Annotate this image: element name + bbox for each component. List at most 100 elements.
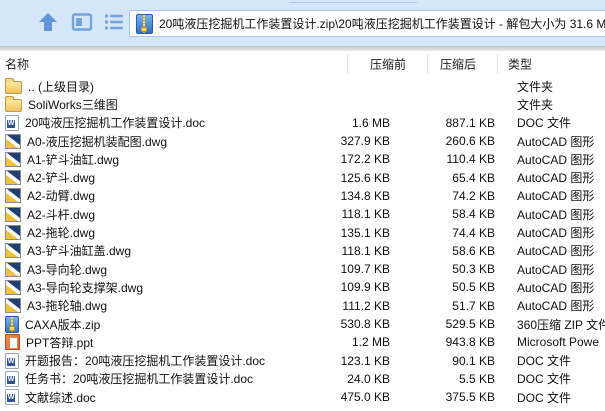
autocad-dwg-icon (5, 261, 21, 277)
toolbar: 20吨液压挖掘机工作装置设计.zip\20吨液压挖掘机工作装置设计 - 解包大小… (0, 0, 605, 46)
column-separator[interactable] (497, 54, 498, 74)
size-after-compression: 58.4 KB (452, 207, 495, 222)
list-view-button[interactable] (102, 12, 126, 36)
file-type-text: DOC 文件 (517, 354, 572, 369)
size-before-compression: 109.7 KB (340, 262, 390, 277)
file-row[interactable]: CAXA版本.zip 530.8 KB 529.5 KB 360压缩 ZIP 文… (0, 315, 605, 333)
zip-archive-icon (5, 315, 19, 333)
size-after-compression: 65.4 KB (452, 170, 495, 185)
file-row[interactable]: 任务书：20吨液压挖掘机工作装置设计.doc 24.0 KB 5.5 KB DO… (0, 370, 605, 388)
file-name-text: A2-斗杆.dwg (27, 207, 96, 222)
autocad-dwg-icon (5, 279, 21, 295)
file-type-text: AutoCAD 图形 (517, 171, 595, 186)
column-separator[interactable] (427, 54, 428, 74)
file-name-text: 20吨液压挖掘机工作装置设计.doc (25, 116, 206, 131)
file-name-cell: CAXA版本.zip (0, 315, 300, 333)
size-after-compression: 74.2 KB (452, 188, 495, 203)
file-list: .. (上级目录) 文件夹 SoliWorks三维图 文件夹 20吨液压挖掘机工… (0, 77, 605, 406)
autocad-dwg-icon (5, 188, 21, 204)
file-row[interactable]: A3-铲斗油缸盖.dwg 118.1 KB 58.6 KB AutoCAD 图形 (0, 242, 605, 260)
file-row[interactable]: A3-拖轮轴.dwg 111.2 KB 51.7 KB AutoCAD 图形 (0, 297, 605, 315)
file-name-text: 文献综述.doc (25, 390, 96, 405)
column-header-packed-before[interactable]: 压缩前 (370, 57, 407, 72)
file-name-text: A0-液压挖掘机装配图.dwg (27, 134, 168, 149)
size-before-compression: 109.9 KB (340, 280, 390, 295)
file-type-text: DOC 文件 (517, 116, 572, 131)
size-after-compression: 90.1 KB (452, 353, 495, 368)
size-before-compression: 24.0 KB (347, 371, 390, 386)
file-name-text: .. (上级目录) (28, 79, 94, 94)
file-row[interactable]: A2-拖轮.dwg 135.1 KB 74.4 KB AutoCAD 图形 (0, 223, 605, 241)
file-name-text: A2-铲斗.dwg (27, 171, 96, 186)
file-type-text: 文件夹 (517, 97, 554, 112)
word-doc-icon (5, 389, 19, 406)
autocad-dwg-icon (5, 151, 21, 167)
address-path-text: 20吨液压挖掘机工作装置设计.zip\20吨液压挖掘机工作装置设计 - 解包大小… (159, 17, 605, 31)
autocad-dwg-icon (5, 206, 21, 222)
column-header-packed-after[interactable]: 压缩后 (440, 57, 477, 72)
autocad-dwg-icon (5, 225, 21, 241)
file-row[interactable]: 文献综述.doc 475.0 KB 375.5 KB DOC 文件 (0, 388, 605, 406)
column-header-name[interactable]: 名称 (5, 57, 30, 72)
size-before-compression: 530.8 KB (340, 317, 390, 331)
large-icon-view-button[interactable] (70, 12, 94, 36)
file-type-text: AutoCAD 图形 (517, 262, 595, 277)
autocad-dwg-icon (5, 243, 21, 259)
size-before-compression: 125.6 KB (340, 170, 390, 185)
autocad-dwg-icon (5, 170, 21, 186)
powerpoint-icon (5, 334, 20, 351)
size-after-compression: 529.5 KB (445, 317, 495, 331)
file-name-cell: SoliWorks三维图 (0, 95, 300, 113)
file-name-text: A2-拖轮.dwg (27, 226, 96, 241)
file-name-text: 任务书：20吨液压挖掘机工作装置设计.doc (25, 372, 254, 387)
file-name-cell: 文献综述.doc (0, 389, 300, 406)
size-before-compression: 327.9 KB (340, 134, 390, 149)
file-name-text: PPT答辩.ppt (26, 335, 94, 350)
file-row[interactable]: A3-导向轮支撑架.dwg 109.9 KB 50.5 KB AutoCAD 图… (0, 278, 605, 296)
file-row[interactable]: .. (上级目录) 文件夹 (0, 77, 605, 95)
file-type-text: AutoCAD 图形 (517, 152, 595, 167)
file-name-cell: A2-拖轮.dwg (0, 224, 300, 241)
file-type-text: Microsoft Powe (517, 335, 600, 350)
file-name-cell: A2-斗杆.dwg (0, 206, 300, 223)
size-before-compression: 1.6 MB (351, 115, 390, 130)
file-name-cell: A0-液压挖掘机装配图.dwg (0, 133, 300, 150)
file-row[interactable]: A1-铲斗油缸.dwg 172.2 KB 110.4 KB AutoCAD 图形 (0, 150, 605, 168)
file-type-text: DOC 文件 (517, 372, 572, 387)
file-row[interactable]: 开题报告：20吨液压挖掘机工作装置设计.doc 123.1 KB 90.1 KB… (0, 351, 605, 369)
file-row[interactable]: 20吨液压挖掘机工作装置设计.doc 1.6 MB 887.1 KB DOC 文… (0, 114, 605, 132)
size-after-compression: 5.5 KB (458, 371, 495, 386)
file-type-text: AutoCAD 图形 (517, 189, 595, 204)
file-row[interactable]: A2-动臂.dwg 134.8 KB 74.2 KB AutoCAD 图形 (0, 187, 605, 205)
file-name-cell: A3-导向轮支撑架.dwg (0, 279, 300, 296)
column-separator[interactable] (347, 54, 348, 74)
autocad-dwg-icon (5, 298, 21, 314)
arrow-up-icon (37, 11, 59, 38)
file-name-cell: A3-导向轮.dwg (0, 261, 300, 278)
size-before-compression: 123.1 KB (340, 353, 390, 368)
file-name-text: A1-铲斗油缸.dwg (27, 152, 120, 167)
file-row[interactable]: A2-斗杆.dwg 118.1 KB 58.4 KB AutoCAD 图形 (0, 205, 605, 223)
file-name-cell: A3-铲斗油缸盖.dwg (0, 242, 300, 259)
file-row[interactable]: A3-导向轮.dwg 109.7 KB 50.3 KB AutoCAD 图形 (0, 260, 605, 278)
file-row[interactable]: A2-铲斗.dwg 125.6 KB 65.4 KB AutoCAD 图形 (0, 168, 605, 186)
file-name-text: 开题报告：20吨液压挖掘机工作装置设计.doc (25, 354, 266, 369)
column-header-row: 名称 压缩前 压缩后 类型 (0, 51, 605, 77)
file-name-cell: 任务书：20吨液压挖掘机工作装置设计.doc (0, 370, 300, 387)
file-row[interactable]: A0-液压挖掘机装配图.dwg 327.9 KB 260.6 KB AutoCA… (0, 132, 605, 150)
up-directory-button[interactable] (36, 12, 60, 36)
file-row[interactable]: PPT答辩.ppt 1.2 MB 943.8 KB Microsoft Powe (0, 333, 605, 351)
file-name-cell: .. (上级目录) (0, 77, 300, 95)
file-name-cell: A3-拖轮轴.dwg (0, 297, 300, 314)
size-before-compression: 475.0 KB (340, 390, 390, 405)
size-before-compression: 118.1 KB (341, 207, 390, 222)
panel-view-icon (71, 11, 93, 38)
size-before-compression: 172.2 KB (340, 152, 390, 167)
column-header-type[interactable]: 类型 (508, 57, 533, 72)
size-before-compression: 134.8 KB (340, 188, 390, 203)
address-bar[interactable]: 20吨液压挖掘机工作装置设计.zip\20吨液压挖掘机工作装置设计 - 解包大小… (129, 10, 605, 37)
file-name-text: A3-铲斗油缸盖.dwg (27, 244, 132, 259)
file-row[interactable]: SoliWorks三维图 文件夹 (0, 95, 605, 113)
file-name-text: A3-导向轮支撑架.dwg (27, 280, 144, 295)
